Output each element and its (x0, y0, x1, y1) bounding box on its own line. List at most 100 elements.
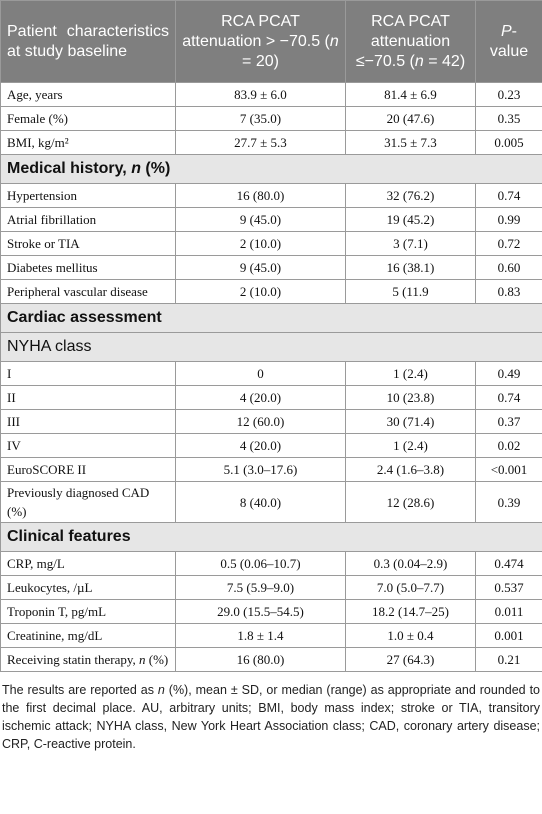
value-cell: 1.0 ± 0.4 (345, 623, 476, 648)
label-cell: I (0, 361, 176, 386)
text: NYHA class (7, 338, 92, 355)
text: BMI, kg/m² (7, 135, 69, 150)
text: Female (%) (7, 111, 69, 126)
text: 9 (45.0) (239, 212, 282, 227)
value-cell: 29.0 (15.5–54.5) (175, 599, 346, 624)
text: Troponin T, pg/mL (7, 604, 107, 619)
data-row: EuroSCORE II 5.1 (3.0–17.6) 2.4 (1.6–3.8) <… (0, 457, 542, 482)
value-cell: 0.537 (475, 575, 542, 600)
section-heading: Medical history, n (%) (0, 154, 542, 184)
value-cell: 0.99 (475, 207, 542, 232)
data-row: Diabetes mellitus 9 (45.0) 16 (38.1) 0.60 (0, 255, 542, 280)
text: Age, years (7, 87, 63, 102)
value-cell: 0.3 (0.04–2.9) (345, 551, 476, 576)
value-cell: 20 (47.6) (345, 106, 476, 131)
text: 7.0 (5.0–7.7) (376, 580, 445, 595)
text: 0.39 (497, 494, 521, 510)
text: Leukocytes, /µL (7, 580, 93, 595)
header-cell: RCA PCAT attenuation ≤−70.5 (n = 42) (345, 0, 476, 83)
value-cell: 0 (175, 361, 346, 386)
text: 2.4 (1.6–3.8) (376, 462, 445, 477)
label-cell: Stroke or TIA (0, 231, 176, 256)
value-cell: 2.4 (1.6–3.8) (345, 457, 476, 482)
text: 1.0 ± 0.4 (387, 628, 434, 643)
text: 1 (2.4) (393, 438, 428, 453)
label-cell: Receiving statin therapy, n (%) (0, 647, 176, 672)
text: (%), mean ± SD, or median (range) as app… (2, 683, 541, 751)
text: 0.3 (0.04–2.9) (373, 556, 448, 571)
value-cell: 0.011 (475, 599, 542, 624)
text: 0.83 (497, 284, 521, 299)
value-cell: 0.72 (475, 231, 542, 256)
text: 7 (35.0) (239, 111, 282, 126)
text: 1.8 ± 1.4 (237, 628, 284, 643)
text: 7.5 (5.9–9.0) (226, 580, 295, 595)
text: I (7, 366, 12, 381)
label-cell: II (0, 385, 176, 410)
text: 16 (80.0) (236, 652, 285, 667)
section-row: Clinical features (0, 522, 542, 552)
text: (%) (145, 652, 169, 667)
footnote: The results are reported as n (%), mean … (0, 672, 542, 753)
text: RCA PCAT attenuation > −70.5 ( (182, 12, 330, 50)
value-cell: 7 (35.0) (175, 106, 346, 131)
label-cell: Age, years (0, 82, 176, 107)
value-cell: 83.9 ± 6.0 (175, 82, 346, 107)
data-row: Atrial fibrillation 9 (45.0) 19 (45.2) 0.99 (0, 207, 542, 232)
text: 0.23 (497, 87, 521, 102)
text: 0.011 (494, 604, 524, 619)
text: EuroSCORE II (7, 462, 87, 477)
value-cell: 2 (10.0) (175, 231, 346, 256)
text: 0.001 (494, 628, 524, 643)
text: = 42) (423, 52, 466, 70)
italic-text: n (414, 52, 424, 70)
text: Stroke or TIA (7, 236, 80, 251)
text: 0.72 (497, 236, 521, 251)
italic-text: n (329, 32, 339, 50)
text: 30 (71.4) (386, 414, 435, 429)
text: 29.0 (15.5–54.5) (217, 604, 304, 619)
italic-text: n (139, 652, 146, 667)
text: 4 (20.0) (239, 438, 282, 453)
text: <0.001 (490, 462, 528, 477)
text: 0.60 (497, 260, 521, 275)
value-cell: 5 (11.9 (345, 279, 476, 304)
text: 3 (7.1) (393, 236, 428, 251)
text: 18.2 (14.7–25) (372, 604, 449, 619)
text: 2 (10.0) (239, 284, 282, 299)
label-cell: BMI, kg/m² (0, 130, 176, 155)
text: Diabetes mellitus (7, 260, 98, 275)
value-cell: 0.23 (475, 82, 542, 107)
value-cell: 16 (80.0) (175, 183, 346, 208)
label-cell: Creatinine, mg/dL (0, 623, 176, 648)
table: Patient characteristics at study baselin… (0, 0, 542, 672)
header-row: Patient characteristics at study baselin… (0, 0, 542, 83)
text: 1 (2.4) (393, 366, 428, 381)
value-cell: 0.001 (475, 623, 542, 648)
text: 19 (45.2) (386, 212, 435, 227)
data-row: III 12 (60.0) 30 (71.4) 0.37 (0, 409, 542, 434)
value-cell: 9 (45.0) (175, 207, 346, 232)
text: 5.1 (3.0–17.6) (223, 462, 298, 477)
text: Medical history, (7, 160, 132, 177)
section-heading: NYHA class (0, 332, 542, 362)
text: 0.5 (0.06–10.7) (220, 556, 301, 571)
label-cell: Female (%) (0, 106, 176, 131)
value-cell: 12 (28.6) (345, 481, 476, 523)
data-row: Stroke or TIA 2 (10.0) 3 (7.1) 0.72 (0, 231, 542, 256)
data-row: Receiving statin therapy, n (%) 16 (80.0)… (0, 647, 542, 672)
label-cell: Previously diagnosed CAD (%) (0, 481, 176, 523)
data-row: Leukocytes, /µL 7.5 (5.9–9.0) 7.0 (5.0–7.7… (0, 575, 542, 600)
text: 81.4 ± 6.9 (384, 87, 437, 102)
section-heading: Clinical features (0, 522, 542, 552)
text: (%) (140, 160, 171, 177)
data-row: Peripheral vascular disease 2 (10.0) 5 (11… (0, 279, 542, 304)
text: 83.9 ± 6.0 (234, 87, 287, 102)
text: 0 (257, 366, 264, 381)
section-heading: Cardiac assessment (0, 303, 542, 333)
value-cell: 81.4 ± 6.9 (345, 82, 476, 107)
value-cell: 32 (76.2) (345, 183, 476, 208)
text: Hypertension (7, 188, 78, 203)
text: 20 (47.6) (386, 111, 435, 126)
text: 4 (20.0) (239, 390, 282, 405)
